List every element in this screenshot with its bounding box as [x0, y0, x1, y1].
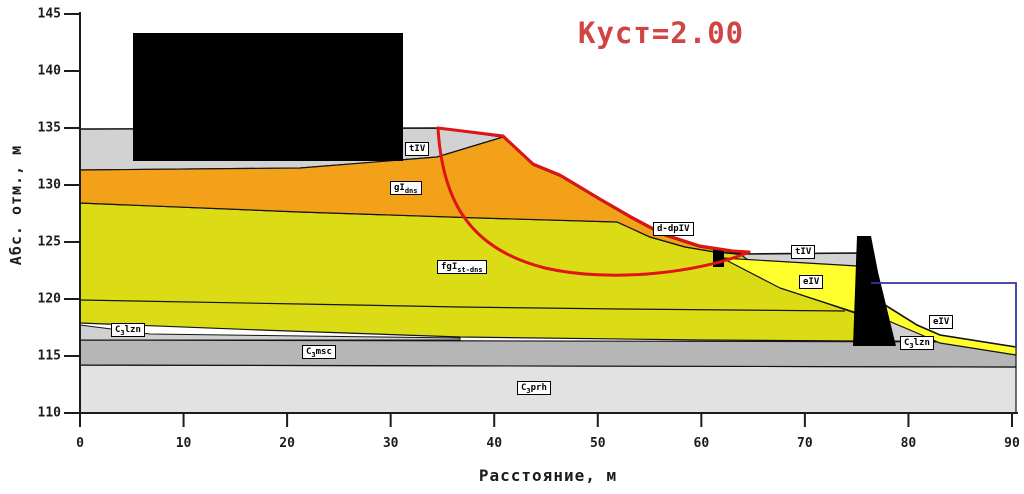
tick-marks [64, 13, 1013, 427]
plot-title: Куст=2.00 [578, 16, 745, 50]
y-tick-label: 130 [37, 177, 61, 193]
y-axis-label: Абс. отм., м [7, 144, 25, 266]
x-tick-label: 10 [175, 436, 192, 451]
x-tick-label: 50 [589, 436, 606, 451]
layer-label-d-dpIV: d-dpIV [653, 222, 694, 236]
x-tick-label: 70 [797, 436, 813, 451]
layer-label-fgIst-dns: fgIst-dns [437, 260, 487, 274]
layer-label-tIV: tIV [791, 245, 816, 259]
layer-label-C3lzn: C3lzn [111, 323, 145, 337]
layer-label-tIV: tIV [405, 142, 430, 156]
layer-label-gIdns: gIdns [390, 181, 422, 195]
x-tick-label: 60 [693, 436, 710, 451]
layer-label-C3prh: C3prh [517, 381, 551, 395]
building-block [133, 33, 403, 161]
y-tick-label: 125 [37, 234, 61, 250]
layer-label-C3msc: C3msc [302, 345, 336, 359]
y-tick-label: 140 [37, 63, 61, 79]
toe-block [713, 250, 724, 267]
x-tick-label: 20 [279, 436, 295, 451]
water-level-line [871, 282, 1017, 348]
slip-circle-arc [436, 126, 751, 277]
x-tick-label: 80 [900, 436, 917, 451]
layer-fgI-inner-boundary [79, 299, 846, 312]
x-tick-label: 40 [486, 436, 503, 451]
x-tick-label: 90 [1004, 436, 1020, 451]
y-tick-label: 110 [37, 405, 61, 421]
layer-label-C3lzn: C3lzn [900, 336, 934, 350]
layer-label-eIV: eIV [929, 315, 954, 329]
x-tick-label: 30 [382, 436, 399, 451]
y-tick-label: 145 [37, 6, 61, 22]
layer-label-eIV: eIV [799, 275, 824, 289]
y-tick-label: 120 [37, 291, 61, 307]
y-tick-label: 115 [37, 348, 61, 364]
y-tick-label: 135 [37, 120, 61, 136]
axes [64, 12, 1018, 427]
layer-eIV-lens [721, 257, 858, 314]
slip-surface-daylight-line [436, 126, 751, 254]
x-tick-label: 0 [76, 436, 84, 451]
retaining-wall [853, 236, 896, 346]
x-axis-label: Расстояние, м [478, 466, 618, 485]
